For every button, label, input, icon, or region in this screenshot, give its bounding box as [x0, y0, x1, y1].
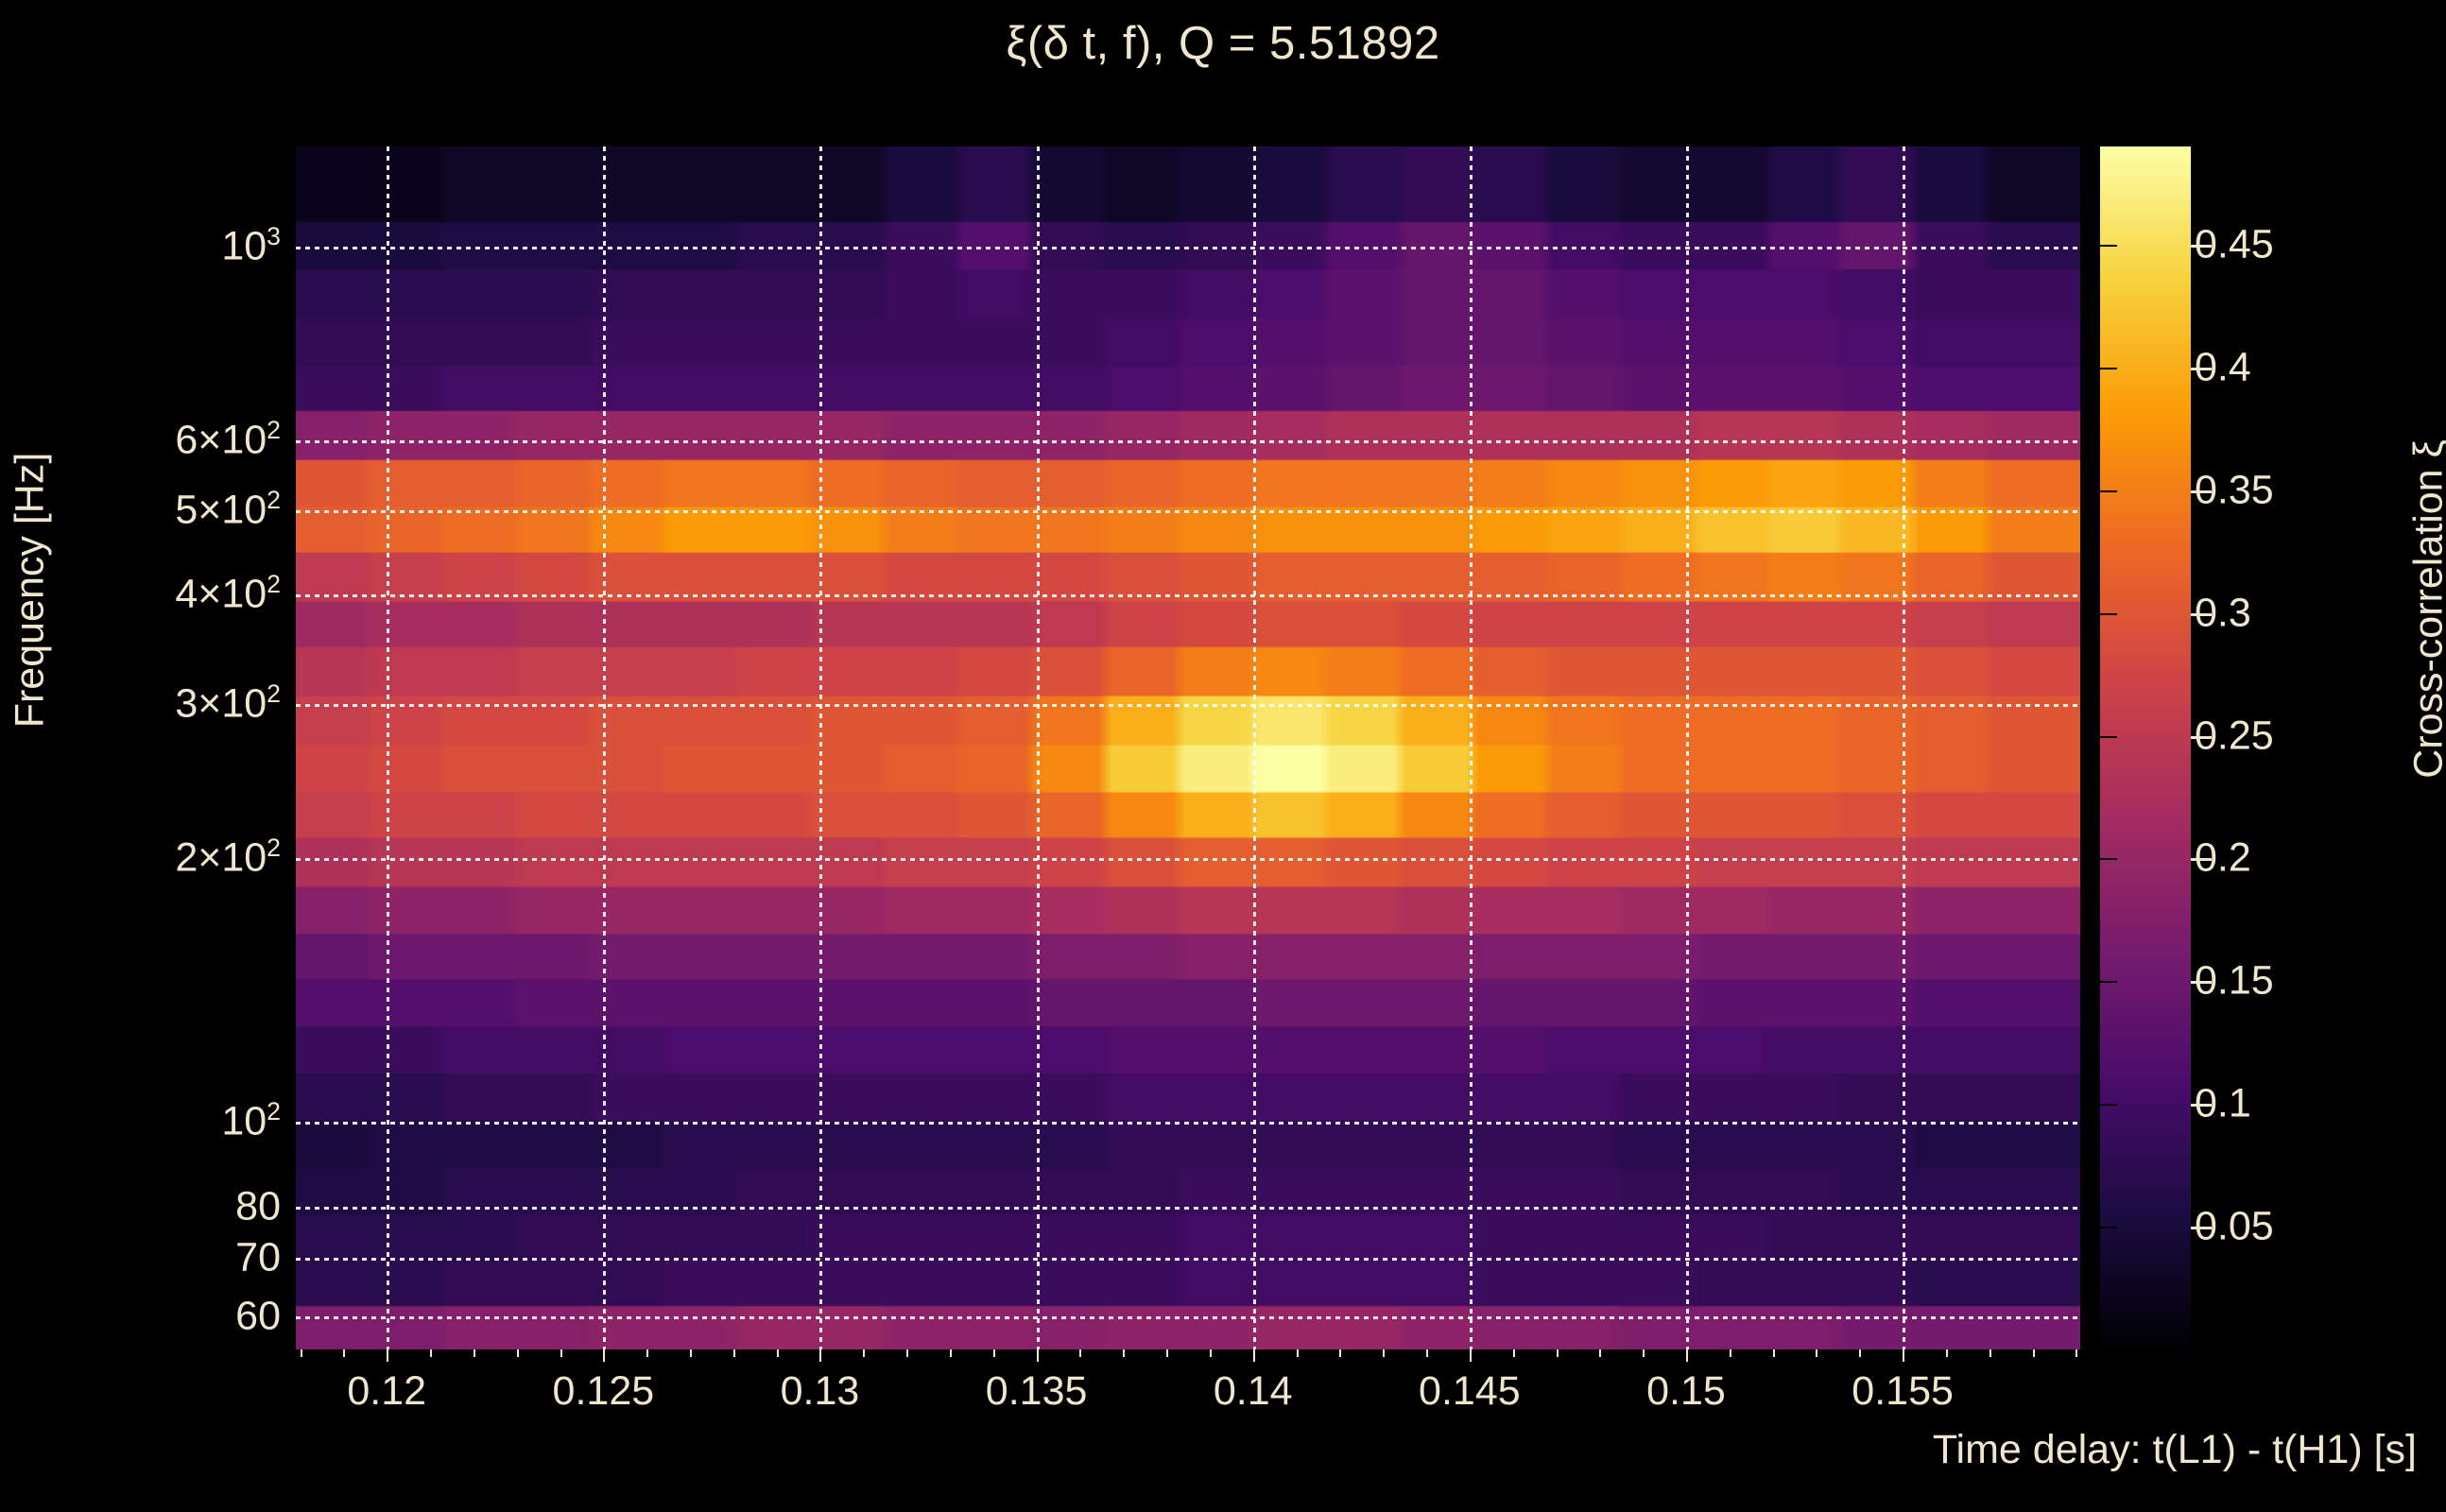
x-axis-minor-tick — [949, 1349, 952, 1357]
colorbar-tick-label: 0.2 — [2195, 834, 2251, 881]
x-axis-minor-tick — [1945, 1349, 1948, 1357]
x-axis-tick — [1036, 1349, 1039, 1362]
x-axis-minor-tick — [1123, 1349, 1126, 1357]
x-axis-minor-tick — [1383, 1349, 1386, 1357]
x-axis-minor-tick — [430, 1349, 433, 1357]
x-axis-minor-tick — [690, 1349, 692, 1357]
x-axis-minor-tick — [1772, 1349, 1775, 1357]
x-axis-minor-tick — [2032, 1349, 2035, 1357]
x-axis-tick-label: 0.145 — [1419, 1368, 1521, 1414]
x-axis-tick-label: 0.135 — [985, 1368, 1088, 1414]
y-axis-tick-label: 4×102 — [175, 570, 281, 617]
x-axis-minor-tick — [906, 1349, 909, 1357]
colorbar-tick-label: 0.35 — [2195, 467, 2274, 513]
y-axis-tick-label: 70 — [235, 1234, 281, 1280]
x-axis-tick-label: 0.125 — [552, 1368, 655, 1414]
x-axis-minor-tick — [776, 1349, 779, 1357]
x-axis-minor-tick — [1599, 1349, 1602, 1357]
colorbar-gradient — [2100, 146, 2191, 1349]
x-axis-minor-tick — [560, 1349, 562, 1357]
x-axis-minor-tick — [992, 1349, 995, 1357]
y-axis-tick-label: 3×102 — [175, 679, 281, 727]
y-axis-tick-label: 102 — [221, 1097, 281, 1144]
x-axis-minor-tick — [1339, 1349, 1342, 1357]
colorbar[interactable] — [2100, 146, 2191, 1349]
x-axis-minor-tick — [300, 1349, 302, 1357]
x-axis-minor-tick — [1166, 1349, 1169, 1357]
y-axis-tick-labels: 103 6×102 5×102 4×102 3×102 2×102 102 80 70 60 — [0, 146, 281, 1349]
page-title: ξ(δ t, f), Q = 5.51892 — [1006, 18, 1440, 69]
x-axis-minor-tick — [1426, 1349, 1429, 1357]
x-axis-minor-tick — [1816, 1349, 1818, 1357]
heatmap-image — [296, 146, 2080, 1349]
x-axis-tick — [1903, 1349, 1905, 1362]
colorbar-tick-label: 0.25 — [2195, 713, 2274, 758]
colorbar-tick-label: 0.05 — [2195, 1203, 2274, 1249]
y-axis-tick-label: 60 — [235, 1293, 281, 1339]
colorbar-tick-label: 0.1 — [2195, 1080, 2251, 1126]
x-axis-tick-label: 0.155 — [1852, 1368, 1954, 1414]
x-axis-tick — [1685, 1349, 1688, 1362]
y-axis-tick-label: 103 — [221, 221, 281, 269]
y-axis-tick-label: 80 — [235, 1183, 281, 1229]
x-axis-title: Time delay: t(L1) - t(H1) [s] — [1932, 1427, 2417, 1472]
x-axis-tick-label: 0.12 — [347, 1368, 427, 1414]
x-axis-minor-tick — [2076, 1349, 2078, 1357]
x-axis-tick — [819, 1349, 822, 1362]
x-axis-minor-tick — [1859, 1349, 1862, 1357]
colorbar-tick-labels: 0.05 0.1 0.15 0.2 0.25 0.3 0.35 0.4 0.45 — [2195, 146, 2365, 1349]
x-axis-tick — [387, 1349, 389, 1362]
y-axis-tick-label: 5×102 — [175, 485, 281, 533]
y-axis-tick-label: 2×102 — [175, 833, 281, 881]
y-axis-tick-label: 6×102 — [175, 416, 281, 463]
x-axis-minor-tick — [1989, 1349, 1991, 1357]
x-axis-tick-labels: 0.12 0.125 0.13 0.135 0.14 0.145 0.15 0.155 — [296, 1368, 2080, 1425]
x-axis-tick — [603, 1349, 606, 1362]
colorbar-title: Cross-correlation ξ — [2405, 439, 2446, 779]
x-axis-minor-tick — [1556, 1349, 1559, 1357]
x-axis-minor-tick — [863, 1349, 866, 1357]
x-axis-tick — [1469, 1349, 1472, 1362]
colorbar-tick-label: 0.3 — [2195, 590, 2251, 636]
y-axis-title: Frequency [Hz] — [7, 452, 53, 729]
x-axis-minor-tick — [516, 1349, 519, 1357]
x-axis-tick — [1252, 1349, 1255, 1362]
x-axis-minor-tick — [1296, 1349, 1299, 1357]
x-axis-minor-tick — [1729, 1349, 1731, 1357]
x-axis-minor-tick — [646, 1349, 649, 1357]
colorbar-tick-label: 0.4 — [2195, 344, 2251, 390]
x-axis-minor-tick — [1209, 1349, 1212, 1357]
x-axis-tick-label: 0.14 — [1213, 1368, 1293, 1414]
x-axis-minor-tick — [732, 1349, 735, 1357]
x-axis-minor-tick — [343, 1349, 346, 1357]
colorbar-tick-label: 0.15 — [2195, 957, 2274, 1004]
x-axis-ticks — [296, 1349, 2080, 1362]
x-axis-tick-label: 0.13 — [780, 1368, 860, 1414]
heatmap-plot-area[interactable] — [296, 146, 2080, 1349]
x-axis-minor-tick — [1079, 1349, 1082, 1357]
x-axis-tick-label: 0.15 — [1646, 1368, 1726, 1414]
x-axis-minor-tick — [1512, 1349, 1515, 1357]
x-axis-minor-tick — [1643, 1349, 1645, 1357]
x-axis-minor-tick — [473, 1349, 475, 1357]
colorbar-tick-label: 0.45 — [2195, 221, 2274, 267]
